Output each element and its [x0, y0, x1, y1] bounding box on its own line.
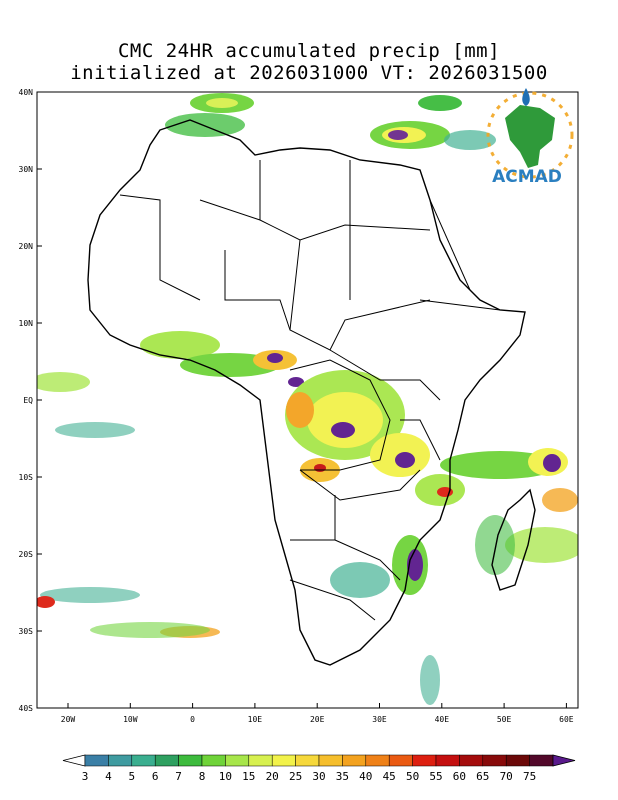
colorbar-label: 75 [523, 770, 536, 783]
colorbar-swatch [201, 754, 226, 767]
colorbar-label: 25 [289, 770, 302, 783]
colorbar-swatch [412, 754, 437, 767]
colorbar-label: 6 [152, 770, 159, 783]
colorbar-label: 15 [242, 770, 255, 783]
colorbar-label: 55 [429, 770, 442, 783]
map-body [37, 93, 578, 705]
lat-tick-label: 10N [19, 319, 34, 328]
colorbar-label: 10 [219, 770, 232, 783]
colorbar-swatch [505, 754, 530, 767]
colorbar-swatch [225, 754, 250, 767]
longitude-axis: 20W 10W 0 10E 20E 30E 40E 50E 60E [61, 703, 574, 724]
lon-tick-label: 10W [123, 715, 138, 724]
colorbar-low-arrow [62, 754, 86, 767]
colorbar-swatch [154, 754, 179, 767]
colorbar-swatch [435, 754, 460, 767]
map-title-line1: CMC 24HR accumulated precip [mm] [117, 40, 501, 62]
colorbar-swatch [318, 754, 343, 767]
colorbar-swatch [365, 754, 390, 767]
lat-tick-label: 20S [19, 550, 34, 559]
colorbar-label: 3 [82, 770, 89, 783]
logo-text: ACMAD [492, 167, 562, 187]
colorbar-swatch [178, 754, 203, 767]
colorbar-label: 50 [406, 770, 419, 783]
lat-tick-label: 30S [19, 627, 34, 636]
colorbar-swatch [459, 754, 484, 767]
lon-tick-label: 20W [61, 715, 76, 724]
colorbar-swatch [84, 754, 109, 767]
lat-tick-label: 40N [19, 88, 34, 97]
latitude-axis: 40N 30N 20N 10N EQ 10S 20S 30S 40S [19, 88, 42, 713]
colorbar-label: 60 [453, 770, 466, 783]
lon-tick-label: 50E [497, 715, 512, 724]
colorbar: 3 4 5 6 7 8 10 15 20 25 30 35 40 45 50 55 60 65 70 75 [62, 754, 576, 783]
coastlines [87, 119, 536, 666]
colorbar-label: 40 [359, 770, 372, 783]
lon-tick-label: 60E [559, 715, 574, 724]
precip-fields [37, 93, 578, 705]
lon-tick-label: 0 [190, 715, 195, 724]
colorbar-label: 4 [105, 770, 112, 783]
colorbar-label: 30 [312, 770, 325, 783]
africa-sun-icon [486, 88, 574, 179]
colorbar-swatch [342, 754, 367, 767]
map-title-line2: initialized at 2026031000 VT: 2026031500 [70, 62, 548, 84]
colorbar-swatch [271, 754, 296, 767]
acmad-logo: ACMAD [486, 88, 574, 187]
colorbar-label: 35 [336, 770, 349, 783]
colorbar-high-arrow [552, 754, 576, 767]
colorbar-label: 65 [476, 770, 489, 783]
colorbar-swatch [295, 754, 320, 767]
lat-tick-label: 30N [19, 165, 34, 174]
colorbar-label: 45 [383, 770, 396, 783]
lon-tick-label: 10E [248, 715, 263, 724]
colorbar-swatch [108, 754, 133, 767]
lat-tick-label: 20N [19, 242, 34, 251]
colorbar-swatch [388, 754, 413, 767]
lat-tick-label: 40S [19, 704, 34, 713]
lon-tick-label: 40E [435, 715, 450, 724]
colorbar-swatch [131, 754, 156, 767]
country-borders [119, 160, 501, 621]
colorbar-label: 8 [199, 770, 206, 783]
lon-tick-label: 30E [372, 715, 387, 724]
colorbar-swatch [248, 754, 273, 767]
colorbar-label: 7 [175, 770, 182, 783]
lat-tick-label: EQ [23, 396, 33, 405]
lon-tick-label: 20E [310, 715, 325, 724]
colorbar-label: 70 [500, 770, 513, 783]
lat-tick-label: 10S [19, 473, 34, 482]
colorbar-label: 5 [128, 770, 135, 783]
colorbar-label: 20 [266, 770, 279, 783]
colorbar-swatch [482, 754, 507, 767]
colorbar-swatch [529, 754, 554, 767]
